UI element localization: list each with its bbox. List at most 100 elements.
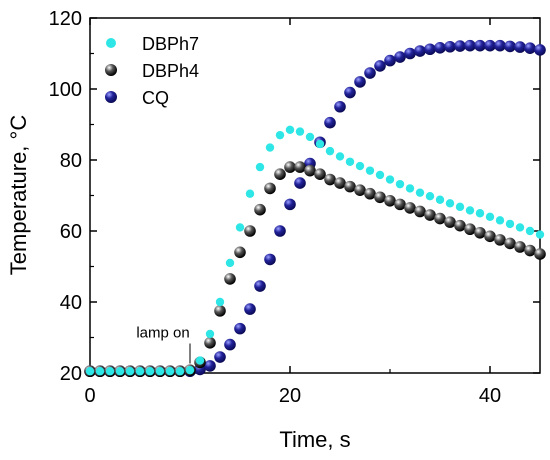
point-cq bbox=[484, 39, 496, 52]
point-dbph4 bbox=[354, 184, 366, 196]
point-dbph7 bbox=[255, 162, 265, 172]
point-dbph4 bbox=[304, 164, 316, 177]
point-dbph7 bbox=[115, 367, 125, 376]
point-dbph4 bbox=[494, 234, 506, 246]
point-dbph7 bbox=[85, 367, 95, 376]
point-dbph7 bbox=[155, 367, 165, 376]
point-dbph4 bbox=[204, 337, 216, 349]
y-tick-label: 60 bbox=[60, 221, 82, 243]
point-dbph4 bbox=[234, 246, 246, 259]
point-cq bbox=[404, 47, 416, 60]
point-dbph4 bbox=[484, 230, 496, 243]
point-dbph4 bbox=[514, 241, 526, 253]
point-dbph7 bbox=[535, 230, 545, 239]
point-dbph7 bbox=[435, 195, 445, 204]
point-cq bbox=[424, 43, 436, 56]
point-dbph4 bbox=[404, 202, 416, 214]
point-dbph7 bbox=[345, 157, 355, 166]
point-dbph4 bbox=[224, 273, 236, 285]
point-cq bbox=[204, 360, 216, 372]
point-dbph4 bbox=[424, 209, 436, 221]
point-cq bbox=[474, 39, 486, 52]
point-dbph7 bbox=[315, 139, 325, 149]
point-dbph7 bbox=[235, 223, 245, 232]
series-dbph7 bbox=[85, 125, 545, 376]
point-cq bbox=[334, 100, 346, 113]
point-dbph4 bbox=[364, 187, 376, 200]
point-cq bbox=[214, 351, 226, 363]
point-cq bbox=[244, 303, 256, 315]
point-cq bbox=[284, 198, 296, 211]
y-tick-label: 100 bbox=[49, 79, 82, 101]
point-dbph4 bbox=[294, 161, 306, 173]
point-dbph7 bbox=[505, 219, 515, 229]
point-dbph7 bbox=[135, 367, 145, 376]
point-dbph7 bbox=[245, 189, 255, 198]
point-dbph4 bbox=[254, 203, 266, 216]
legend-label-cq: CQ bbox=[142, 88, 169, 108]
series-dbph4 bbox=[84, 161, 546, 378]
point-cq bbox=[344, 86, 356, 99]
point-cq bbox=[534, 44, 546, 56]
point-dbph7 bbox=[525, 226, 535, 236]
point-dbph7 bbox=[185, 365, 195, 375]
point-dbph4 bbox=[324, 173, 336, 186]
point-cq bbox=[394, 51, 406, 63]
point-cq bbox=[274, 225, 286, 237]
point-dbph4 bbox=[244, 225, 256, 237]
point-dbph7 bbox=[475, 209, 485, 218]
point-cq bbox=[524, 42, 536, 54]
point-dbph7 bbox=[375, 170, 385, 180]
point-dbph4 bbox=[434, 212, 446, 225]
point-dbph7 bbox=[485, 212, 495, 221]
y-tick-label: 120 bbox=[49, 8, 82, 30]
y-tick-label: 20 bbox=[60, 363, 82, 385]
point-dbph7 bbox=[215, 297, 225, 307]
x-axis: 0 20 40 bbox=[84, 18, 501, 407]
point-cq bbox=[364, 67, 376, 79]
point-dbph4 bbox=[264, 182, 276, 195]
y-axis: 20 40 60 80 100 120 bbox=[49, 8, 540, 385]
point-dbph7 bbox=[95, 367, 105, 376]
point-dbph7 bbox=[205, 329, 215, 339]
x-tick-label: 0 bbox=[84, 385, 95, 407]
point-cq bbox=[264, 253, 276, 266]
point-dbph4 bbox=[334, 177, 346, 189]
point-dbph4 bbox=[394, 198, 406, 211]
y-tick-label: 80 bbox=[60, 150, 82, 172]
lamp-on-label: lamp on bbox=[136, 324, 189, 341]
point-dbph7 bbox=[425, 192, 435, 201]
legend-marker-dbph4 bbox=[105, 64, 117, 76]
point-dbph7 bbox=[165, 367, 175, 376]
point-dbph7 bbox=[495, 216, 505, 225]
point-dbph7 bbox=[395, 179, 405, 189]
point-dbph7 bbox=[405, 184, 415, 193]
point-dbph7 bbox=[445, 199, 455, 208]
x-axis-title: Time, s bbox=[279, 427, 350, 452]
point-dbph4 bbox=[414, 205, 426, 218]
point-dbph7 bbox=[515, 223, 525, 232]
point-cq bbox=[454, 40, 466, 52]
legend-label-dbph7: DBPh7 bbox=[142, 34, 199, 54]
y-tick-label: 40 bbox=[60, 292, 82, 314]
point-cq bbox=[444, 40, 456, 53]
point-dbph7 bbox=[195, 356, 205, 365]
point-cq bbox=[224, 338, 236, 351]
point-dbph4 bbox=[444, 216, 456, 228]
point-cq bbox=[254, 280, 266, 292]
point-dbph7 bbox=[305, 132, 315, 142]
legend-marker-cq bbox=[105, 91, 117, 103]
point-cq bbox=[494, 39, 506, 52]
point-dbph7 bbox=[145, 367, 155, 376]
lamp-on-annotation: lamp on bbox=[136, 324, 191, 364]
point-dbph7 bbox=[335, 152, 345, 161]
point-dbph4 bbox=[464, 223, 476, 236]
point-cq bbox=[234, 322, 246, 335]
point-cq bbox=[464, 39, 476, 52]
series-layer bbox=[84, 39, 546, 378]
point-dbph4 bbox=[524, 244, 536, 257]
point-dbph4 bbox=[274, 168, 286, 180]
point-cq bbox=[504, 40, 516, 53]
x-tick-label: 40 bbox=[479, 385, 501, 407]
